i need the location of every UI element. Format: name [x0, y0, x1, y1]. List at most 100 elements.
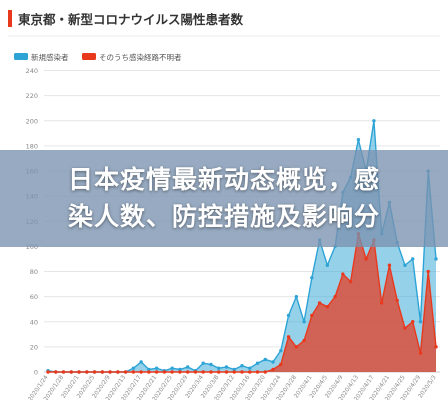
y-tick-label-80: 80 [30, 268, 38, 276]
series-1-point-26 [248, 370, 252, 374]
series-1-point-38 [341, 272, 345, 276]
headline-line-1: 日本疫情最新动态概览，感 [67, 165, 380, 194]
series-1-point-31 [286, 335, 291, 339]
series-1-point-8 [108, 370, 112, 374]
series-1-point-28 [263, 370, 267, 374]
series-0-point-33 [302, 320, 306, 324]
series-0-point-11 [131, 366, 136, 370]
legend-item-unknown-route[interactable]: そのうち感染経路不明者 [82, 52, 182, 62]
series-0-point-17 [178, 367, 182, 372]
series-1-point-0 [46, 370, 50, 374]
series-0-point-18 [185, 365, 190, 369]
series-1-point-18 [185, 370, 190, 374]
series-0-point-42 [372, 119, 376, 123]
series-1-point-14 [154, 370, 159, 374]
series-1-point-6 [92, 370, 97, 374]
series-0-point-48 [418, 320, 423, 324]
series-1-point-34 [310, 313, 314, 318]
series-1-point-49 [426, 269, 430, 274]
series-1-point-30 [279, 362, 283, 367]
series-1-point-15 [162, 370, 167, 374]
series-0-point-14 [154, 366, 159, 370]
series-0-point-25 [240, 364, 244, 368]
y-tick-label-0: 0 [34, 369, 38, 377]
series-1-point-35 [317, 301, 322, 305]
series-1-point-20 [201, 370, 205, 374]
series-0-point-40 [356, 137, 361, 142]
series-1-point-27 [255, 370, 260, 374]
series-1-point-29 [271, 367, 275, 372]
legend: 新規感染者 そのうち感染経路不明者 [14, 52, 182, 62]
series-1-point-50 [434, 345, 438, 349]
y-tick-label-220: 220 [26, 92, 38, 100]
series-1-point-45 [395, 298, 399, 303]
series-1-point-25 [240, 370, 244, 374]
y-tick-label-40: 40 [30, 318, 38, 326]
series-0-point-50 [434, 257, 438, 261]
series-1-point-24 [232, 370, 236, 374]
series-1-point-32 [294, 345, 299, 349]
series-1-point-41 [364, 257, 368, 261]
series-1-point-37 [333, 294, 337, 299]
series-1-point-9 [116, 370, 120, 374]
series-0-point-13 [147, 367, 151, 372]
legend-swatch-unknown-route [82, 53, 96, 60]
y-tick-label-60: 60 [30, 293, 38, 301]
series-1-point-11 [131, 370, 136, 374]
series-1-point-39 [348, 279, 353, 284]
series-1-point-33 [302, 338, 306, 343]
series-1-point-43 [379, 301, 384, 305]
series-1-point-48 [418, 351, 423, 355]
series-0-point-26 [248, 366, 252, 370]
series-0-point-16 [170, 366, 174, 370]
series-1-point-4 [77, 370, 81, 374]
series-1-point-47 [411, 320, 415, 324]
series-1-point-23 [224, 370, 229, 374]
series-1-point-46 [403, 326, 407, 330]
y-tick-label-180: 180 [26, 142, 38, 150]
x-axis-ticks: 2020/1/242020/1/282020/2/12020/2/52020/2… [28, 374, 438, 400]
series-1-point-16 [170, 370, 174, 374]
series-1-point-10 [123, 370, 128, 374]
series-0-point-27 [255, 361, 260, 365]
y-tick-label-20: 20 [30, 343, 38, 351]
series-area-1 [48, 233, 436, 372]
series-1-point-12 [139, 370, 143, 374]
headline-line-2: 染人数、防控措施及影响分 [67, 202, 380, 231]
series-1-point-19 [193, 370, 198, 374]
series-0-point-20 [201, 361, 205, 365]
chart-title: 東京都・新型コロナウイルス陽性患者数 [18, 12, 244, 27]
series-1-point-5 [85, 370, 89, 374]
series-0-point-34 [310, 276, 314, 280]
y-tick-label-200: 200 [26, 117, 38, 125]
series-0-point-12 [139, 360, 143, 364]
series-1-point-22 [217, 370, 221, 374]
legend-label-new-cases: 新規感染者 [31, 52, 69, 62]
series-1-point-1 [54, 370, 58, 374]
series-1-point-17 [178, 370, 182, 374]
y-tick-label-240: 240 [26, 67, 38, 75]
legend-item-new-cases[interactable]: 新規感染者 [14, 52, 69, 62]
series-0-point-23 [224, 365, 229, 369]
series-1-point-44 [387, 263, 392, 267]
series-0-point-21 [209, 362, 213, 367]
legend-swatch-new-cases [14, 53, 28, 60]
series-0-point-28 [263, 357, 267, 362]
series-0-point-31 [286, 313, 291, 318]
series-1-point-3 [69, 370, 73, 374]
series-1-point-7 [100, 370, 105, 374]
series-1-point-36 [325, 304, 330, 309]
headline-banner: 日本疫情最新动态概览，感 染人数、防控措施及影响分 [0, 150, 448, 247]
series-1-point-13 [147, 370, 151, 374]
legend-label-unknown-route: そのうち感染経路不明者 [99, 52, 182, 62]
series-0-point-22 [217, 366, 221, 370]
series-0-point-32 [294, 294, 299, 299]
title-accent-bar [8, 10, 12, 27]
series-0-point-47 [411, 257, 415, 261]
series-0-point-29 [271, 360, 275, 364]
series-1-point-2 [61, 370, 66, 374]
series-0-point-36 [325, 263, 330, 267]
series-0-point-24 [232, 367, 236, 372]
series-1-point-21 [209, 370, 213, 374]
series-layer [46, 119, 438, 374]
